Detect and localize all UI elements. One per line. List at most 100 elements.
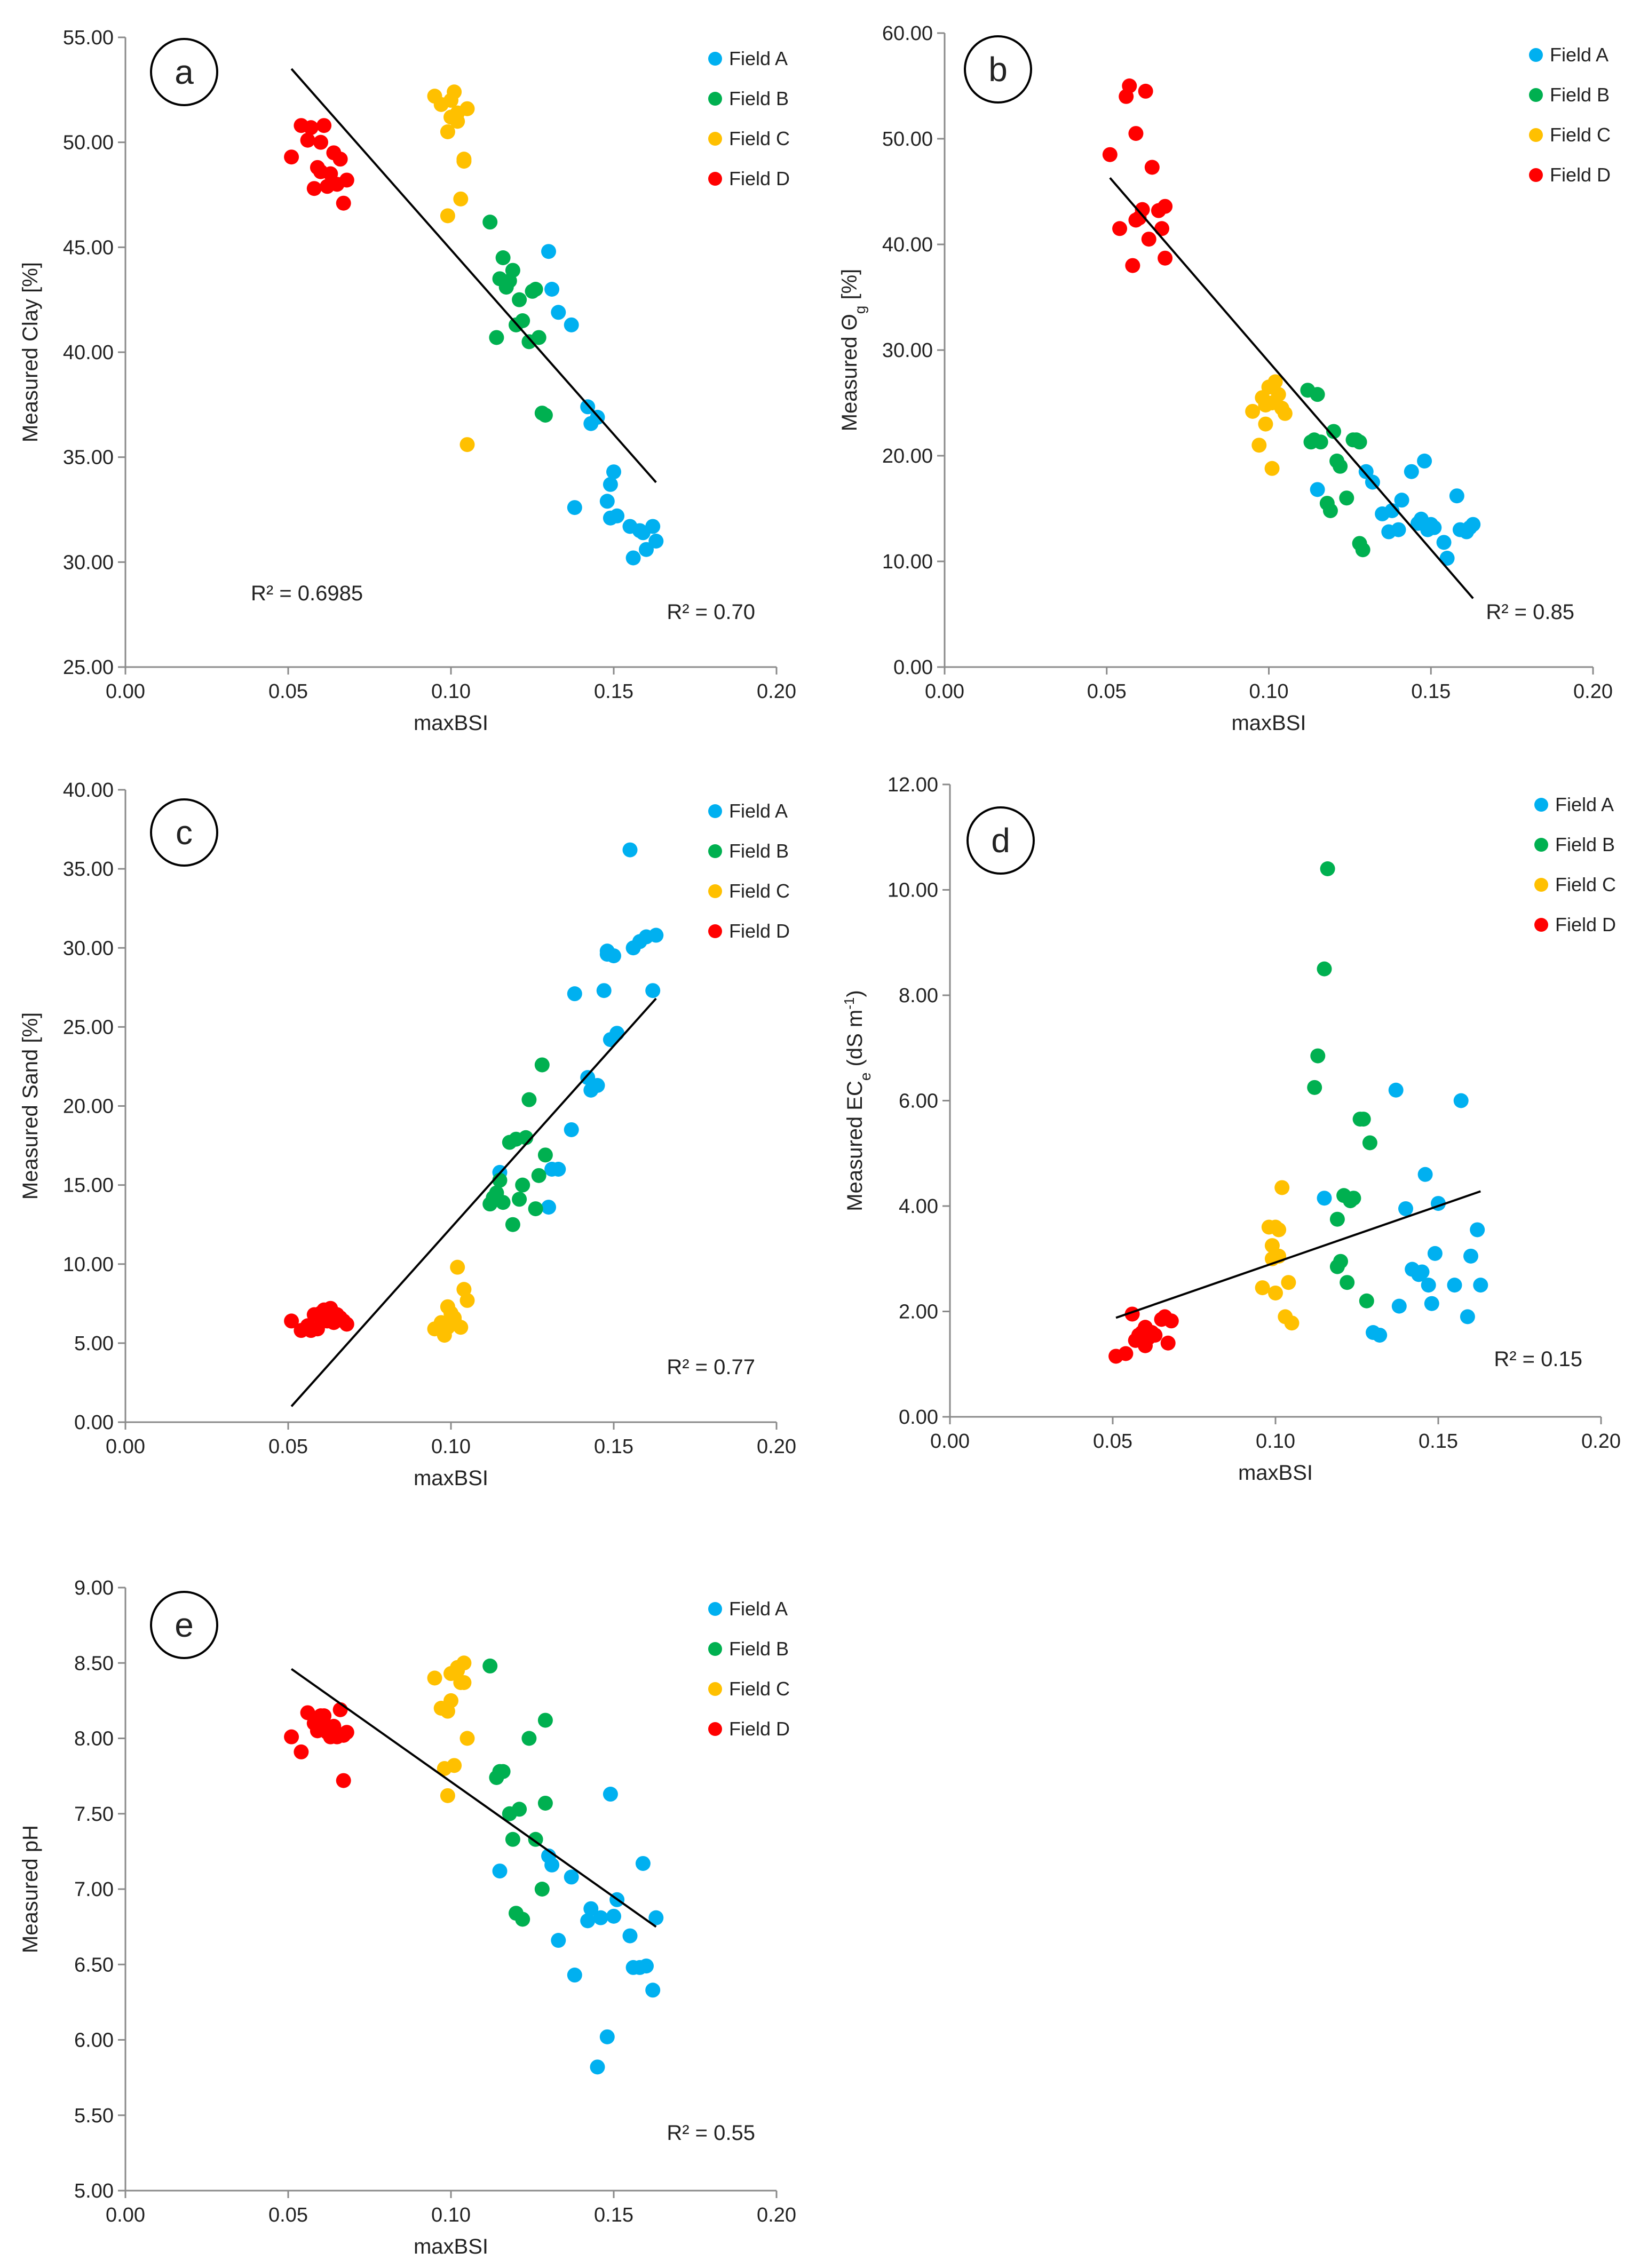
y-tick-label: 15.00 bbox=[63, 1175, 114, 1197]
legend-marker bbox=[1529, 168, 1543, 182]
point-field-c bbox=[440, 1788, 455, 1803]
point-field-b bbox=[495, 250, 511, 265]
point-field-d bbox=[294, 1744, 309, 1759]
legend-marker bbox=[1534, 918, 1548, 932]
point-field-d bbox=[313, 134, 328, 150]
x-tick-label: 0.20 bbox=[757, 2204, 796, 2226]
panel-letter-circle bbox=[150, 798, 218, 867]
legend-label: Field C bbox=[729, 880, 790, 902]
point-field-a bbox=[551, 305, 566, 320]
point-field-d bbox=[1122, 78, 1137, 93]
legend-label: Field B bbox=[1550, 84, 1610, 106]
point-field-b bbox=[1359, 1293, 1374, 1309]
y-tick-label: 25.00 bbox=[63, 656, 114, 679]
point-field-b bbox=[1362, 1135, 1377, 1151]
legend-marker bbox=[708, 132, 722, 146]
point-field-c bbox=[440, 208, 455, 224]
point-field-b bbox=[505, 263, 520, 278]
point-field-a bbox=[1410, 516, 1425, 531]
point-field-b bbox=[1339, 490, 1354, 506]
y-tick-label: 10.00 bbox=[63, 1254, 114, 1276]
y-axis-title-part: g bbox=[852, 306, 868, 314]
point-field-d bbox=[1138, 1320, 1153, 1335]
trendline bbox=[290, 68, 657, 483]
point-field-a bbox=[541, 1200, 556, 1215]
point-field-a bbox=[1310, 482, 1325, 497]
x-tick-label: 0.00 bbox=[925, 680, 964, 703]
x-axis-title: maxBSI bbox=[414, 2235, 488, 2258]
point-field-d bbox=[303, 1323, 319, 1338]
point-field-a bbox=[1427, 1246, 1443, 1261]
r-squared-label: R² = 0.70 bbox=[667, 600, 755, 624]
x-tick-label: 0.00 bbox=[930, 1430, 970, 1453]
y-tick-label: 10.00 bbox=[888, 879, 938, 902]
point-field-a bbox=[590, 2059, 605, 2075]
point-field-a bbox=[648, 927, 664, 943]
point-field-c bbox=[1277, 406, 1293, 421]
point-field-c bbox=[1255, 1280, 1270, 1296]
point-field-b bbox=[534, 1882, 550, 1897]
panel-letter: c bbox=[176, 813, 193, 852]
point-field-d bbox=[336, 195, 351, 211]
legend-marker bbox=[708, 1682, 722, 1696]
y-axis-title-part: Measured Θ bbox=[838, 314, 861, 431]
point-field-a bbox=[551, 1933, 566, 1948]
y-axis-title-part: Measured pH bbox=[19, 1825, 42, 1953]
point-field-b bbox=[489, 330, 504, 345]
y-axis-title-part: -1 bbox=[841, 997, 857, 1010]
point-field-a bbox=[1398, 1201, 1413, 1216]
x-tick-label: 0.10 bbox=[1256, 1430, 1295, 1453]
x-tick-label: 0.00 bbox=[106, 2204, 145, 2226]
point-field-b bbox=[498, 280, 514, 295]
point-field-a bbox=[599, 947, 615, 962]
legend-label: Field A bbox=[1550, 44, 1609, 66]
point-field-b bbox=[502, 1806, 517, 1821]
r-squared-label: R² = 0.15 bbox=[1494, 1347, 1582, 1371]
point-field-c bbox=[453, 191, 469, 207]
r-squared-label: R² = 0.6985 bbox=[251, 582, 363, 605]
point-field-b bbox=[537, 1712, 553, 1728]
y-tick-label: 8.00 bbox=[899, 985, 938, 1007]
x-tick-label: 0.20 bbox=[1573, 680, 1613, 703]
point-field-a bbox=[622, 1928, 638, 1944]
point-field-a bbox=[564, 1869, 579, 1885]
point-field-a bbox=[1453, 1093, 1469, 1108]
y-axis-title: Measured Clay [%] bbox=[19, 262, 42, 442]
panel-d: 0.00 2.00 4.00 6.00 8.00 10.00 12.00 0.00 0.05 0.… bbox=[841, 774, 1621, 1485]
point-field-b bbox=[521, 1092, 537, 1107]
point-field-a bbox=[593, 1910, 608, 1925]
panel-letter: b bbox=[988, 50, 1008, 89]
point-field-b bbox=[1307, 1080, 1322, 1095]
panel-letter: a bbox=[175, 53, 194, 91]
point-field-b bbox=[1340, 1275, 1355, 1290]
point-field-c bbox=[1274, 1180, 1290, 1195]
legend-marker bbox=[708, 92, 722, 106]
legend-label: Field D bbox=[729, 920, 790, 942]
point-field-c bbox=[1267, 374, 1283, 390]
y-tick-label: 0.00 bbox=[893, 656, 933, 679]
point-field-a bbox=[1473, 1278, 1488, 1293]
point-field-b bbox=[1352, 434, 1367, 450]
x-tick-label: 0.10 bbox=[1249, 680, 1289, 703]
legend-marker bbox=[708, 804, 722, 818]
point-field-a bbox=[648, 1910, 664, 1925]
point-field-d bbox=[1158, 250, 1173, 266]
point-field-c bbox=[1264, 395, 1280, 410]
y-tick-label: 40.00 bbox=[882, 234, 933, 256]
point-field-a bbox=[1427, 520, 1442, 535]
x-tick-label: 0.20 bbox=[1581, 1430, 1621, 1453]
x-tick-label: 0.05 bbox=[1093, 1430, 1132, 1453]
point-field-a bbox=[567, 1968, 582, 1983]
point-field-a bbox=[544, 1857, 560, 1873]
point-field-d bbox=[1141, 232, 1156, 247]
panel-letter-circle bbox=[964, 35, 1032, 104]
point-field-c bbox=[459, 1731, 475, 1746]
point-field-a bbox=[567, 500, 582, 516]
panel-b: 0.00 10.00 20.00 30.00 40.00 50.00 60.00 0.00 0.… bbox=[838, 22, 1613, 735]
x-tick-label: 0.00 bbox=[106, 680, 145, 703]
point-field-a bbox=[1394, 493, 1409, 508]
y-tick-label: 10.00 bbox=[882, 551, 933, 573]
point-field-d bbox=[332, 152, 348, 167]
trendline bbox=[1115, 1190, 1481, 1319]
legend-marker bbox=[1534, 878, 1548, 892]
